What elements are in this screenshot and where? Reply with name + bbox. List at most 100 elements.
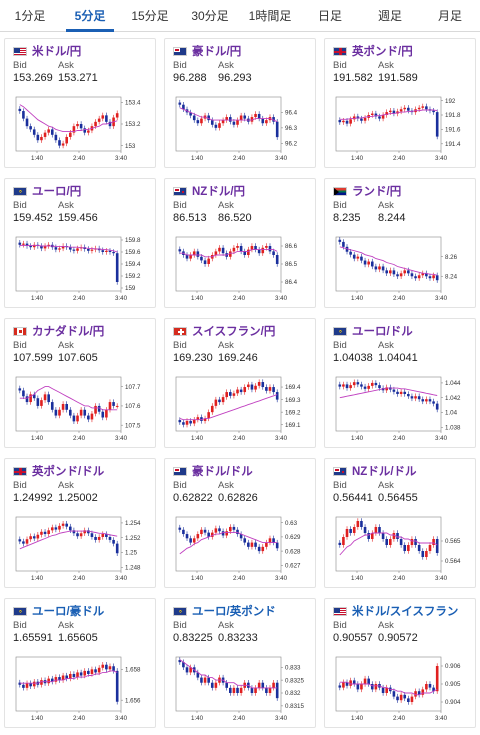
candle-body (94, 121, 97, 127)
mini-candle-chart[interactable]: 153.4 153.2 153 1:40 2:40 3:40 (13, 94, 149, 164)
rate-card[interactable]: 豪ドル/円 Bid Ask 96.288 96.293 96.4 96.3 96.2 1:40 2… (164, 38, 316, 168)
mini-candle-chart[interactable]: 8.26 8.24 1:40 2:40 3:40 (333, 234, 469, 304)
x-tick-label: 1:40 (351, 155, 364, 162)
mini-candle-chart[interactable]: 1.658 1.656 1:40 2:40 3:40 (13, 654, 149, 724)
mini-candle-chart[interactable]: 86.6 86.5 86.4 1:40 2:40 3:40 (173, 234, 309, 304)
rate-card[interactable]: ユーロ/ドル Bid Ask 1.04038 1.04041 1.044 1.042 1.04… (324, 318, 476, 448)
tab-2[interactable]: 5分足 (60, 0, 120, 32)
currency-pair-link[interactable]: 米ドル/スイスフラン (352, 606, 459, 618)
candle-body (352, 527, 356, 533)
x-tick-label: 3:40 (275, 435, 288, 442)
mini-candle-chart[interactable]: 1.044 1.042 1.04 1.038 1:40 2:40 3:40 (333, 374, 469, 444)
x-tick-label: 3:40 (435, 295, 448, 302)
mini-candle-chart[interactable]: 107.7 107.6 107.5 1:40 2:40 3:40 (13, 374, 149, 444)
candle-body (345, 682, 349, 686)
rate-card[interactable]: 米ドル/円 Bid Ask 153.269 153.271 153.4 153.2 153 1:… (4, 38, 156, 168)
candle-body (87, 530, 90, 534)
y-tick-label: 1.254 (125, 520, 141, 527)
currency-pair-link[interactable]: ユーロ/豪ドル (32, 606, 105, 618)
candle-body (399, 273, 403, 277)
rate-card[interactable]: 英ポンド/円 Bid Ask 191.582 191.589 192 191.8 191.6 1… (324, 38, 476, 168)
bid-value: 159.452 (13, 212, 53, 224)
currency-pair-link[interactable]: 豪ドル/ドル (192, 466, 253, 478)
candle-body (112, 539, 115, 544)
bid-value: 191.582 (333, 72, 373, 84)
moving-average-line (339, 681, 438, 696)
candle-body (79, 533, 83, 537)
currency-pair-link[interactable]: カナダドル/円 (32, 326, 105, 338)
candle-body (265, 246, 268, 248)
mini-candle-chart[interactable]: 0.565 0.564 1:40 2:40 3:40 (333, 514, 469, 584)
candle-body (218, 528, 221, 532)
rate-card[interactable]: スイスフラン/円 Bid Ask 169.230 169.246 169.4 169.3 16… (164, 318, 316, 448)
mini-candle-chart[interactable]: 159.8 159.6 159.4 159.2 159 1:40 2:40 3:40 (13, 234, 149, 304)
quote-labels: Bid Ask (333, 60, 467, 72)
mini-candle-chart[interactable]: 96.4 96.3 96.2 1:40 2:40 3:40 (173, 94, 309, 164)
candle-body (229, 687, 232, 693)
rate-card[interactable]: ユーロ/英ポンド Bid Ask 0.83225 0.83233 0.833 0.8325 0… (164, 598, 316, 728)
candle-body (214, 682, 218, 688)
ask-value: 96.293 (218, 72, 252, 84)
mini-candle-chart[interactable]: 169.4 169.3 169.2 169.1 1:40 2:40 3:40 (173, 374, 309, 444)
ask-value: 1.04041 (378, 352, 418, 364)
mini-candle-chart[interactable]: 0.833 0.8325 0.832 0.8315 1:40 2:40 3:40 (173, 654, 309, 724)
currency-pair-link[interactable]: ランド/円 (352, 186, 402, 198)
x-tick-label: 1:40 (191, 715, 204, 722)
currency-pair-link[interactable]: NZドル/円 (192, 186, 246, 198)
currency-pair-link[interactable]: NZドル/ドル (352, 466, 417, 478)
rate-card[interactable]: NZドル/ドル Bid Ask 0.56441 0.56455 0.565 0.564 1:4… (324, 458, 476, 588)
rate-card[interactable]: 米ドル/スイスフラン Bid Ask 0.90557 0.90572 0.906 0.905… (324, 598, 476, 728)
currency-pair-link[interactable]: 米ドル/円 (32, 46, 82, 58)
x-tick-label: 1:40 (31, 155, 44, 162)
moving-average-line (19, 244, 118, 253)
currency-pair-link[interactable]: 豪ドル/円 (192, 46, 242, 58)
rate-card[interactable]: ランド/円 Bid Ask 8.235 8.244 8.26 8.24 1:40 2:40 3:4… (324, 178, 476, 308)
mini-candle-chart[interactable]: 0.906 0.905 0.904 1:40 2:40 3:40 (333, 654, 469, 724)
moving-average-line (179, 659, 278, 689)
x-tick-label: 3:40 (115, 575, 128, 582)
candle-body (72, 530, 76, 534)
rate-card[interactable]: ユーロ/円 Bid Ask 159.452 159.456 159.8 159.6 159.4… (4, 178, 156, 308)
candle-body (389, 110, 392, 113)
currency-pair-link[interactable]: 英ポンド/円 (352, 46, 413, 58)
tab-6[interactable]: 日足 (317, 9, 342, 23)
rate-card[interactable]: NZドル/円 Bid Ask 86.513 86.520 86.6 86.5 86.4 1:40… (164, 178, 316, 308)
mini-candle-chart[interactable]: 1.254 1.252 1.25 1.248 1:40 2:40 3:40 (13, 514, 149, 584)
candle-body (257, 682, 261, 688)
candle-body (360, 384, 363, 387)
mini-candle-chart[interactable]: 192 191.8 191.6 191.4 1:40 2:40 3:40 (333, 94, 469, 164)
mini-candle-chart[interactable]: 0.63 0.629 0.628 0.627 1:40 2:40 3:40 (173, 514, 309, 584)
candle-body (43, 132, 47, 137)
y-tick-label: 1.248 (125, 565, 141, 572)
candle-body (210, 682, 214, 688)
tab-7[interactable]: 週足 (377, 9, 402, 23)
tab-1[interactable]: 1分足 (14, 9, 46, 23)
ask-value: 1.65605 (58, 632, 98, 644)
quote-values: 8.235 8.244 (333, 212, 467, 227)
rate-card[interactable]: カナダドル/円 Bid Ask 107.599 107.605 107.7 107.6 107… (4, 318, 156, 448)
rate-card[interactable]: 豪ドル/ドル Bid Ask 0.62822 0.62826 0.63 0.629 0.628… (164, 458, 316, 588)
timeframe-tabs: 1分足 5分足 15分足 30分足 1時間足 日足 週足 月足 (0, 0, 480, 32)
candle-body (54, 247, 58, 250)
currency-pair-link[interactable]: ユーロ/ドル (352, 326, 413, 338)
currency-pair-link[interactable]: ユーロ/円 (32, 186, 82, 198)
ask-value: 169.246 (218, 352, 258, 364)
currency-pair-link[interactable]: 英ポンド/ドル (32, 466, 105, 478)
candle-body (25, 396, 29, 403)
candle-body (210, 120, 214, 125)
y-tick-label: 1.04 (445, 410, 458, 417)
tab-5[interactable]: 1時間足 (248, 9, 292, 23)
rate-card[interactable]: 英ポンド/ドル Bid Ask 1.24992 1.25002 1.254 1.252 1.2… (4, 458, 156, 588)
candle-body (43, 531, 47, 535)
candle-body (65, 404, 68, 410)
tab-8[interactable]: 月足 (437, 9, 462, 23)
candle-body (94, 405, 97, 414)
currency-pair-link[interactable]: スイスフラン/円 (192, 326, 276, 338)
currency-pair-link[interactable]: ユーロ/英ポンド (192, 606, 276, 618)
x-tick-label: 2:40 (233, 295, 246, 302)
candle-body (36, 134, 40, 141)
candle-body (435, 666, 439, 692)
tab-3[interactable]: 15分足 (131, 9, 169, 23)
rate-card[interactable]: ユーロ/豪ドル Bid Ask 1.65591 1.65605 1.658 1.656 1:4… (4, 598, 156, 728)
tab-4[interactable]: 30分足 (191, 9, 229, 23)
